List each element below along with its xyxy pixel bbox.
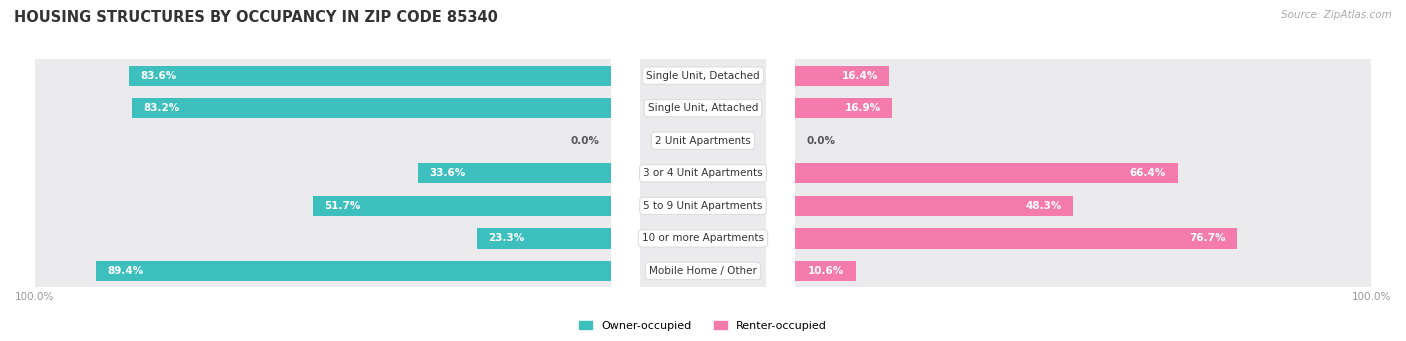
Bar [35, 92, 612, 124]
Bar [96, 261, 612, 281]
Bar [132, 98, 612, 118]
Text: 0.0%: 0.0% [806, 136, 835, 146]
Text: Single Unit, Detached: Single Unit, Detached [647, 71, 759, 80]
Text: Source: ZipAtlas.com: Source: ZipAtlas.com [1281, 10, 1392, 20]
Text: 5 to 9 Unit Apartments: 5 to 9 Unit Apartments [644, 201, 762, 211]
Text: 76.7%: 76.7% [1189, 234, 1226, 243]
Bar [35, 59, 612, 92]
Bar [794, 261, 856, 281]
Text: 0.0%: 0.0% [571, 136, 600, 146]
Text: Mobile Home / Other: Mobile Home / Other [650, 266, 756, 276]
Bar [640, 124, 766, 157]
Text: 16.9%: 16.9% [845, 103, 880, 113]
Bar [794, 222, 1371, 255]
Legend: Owner-occupied, Renter-occupied: Owner-occupied, Renter-occupied [575, 316, 831, 336]
Text: 66.4%: 66.4% [1129, 168, 1166, 178]
Bar [35, 157, 612, 190]
Text: 48.3%: 48.3% [1025, 201, 1062, 211]
Bar [640, 255, 766, 287]
Bar [794, 98, 893, 118]
Bar [794, 228, 1237, 249]
Bar [640, 157, 766, 190]
Bar [314, 196, 612, 216]
Bar [640, 222, 766, 255]
Text: 2 Unit Apartments: 2 Unit Apartments [655, 136, 751, 146]
Text: 83.6%: 83.6% [141, 71, 177, 80]
Bar [794, 157, 1371, 190]
Text: 23.3%: 23.3% [488, 234, 524, 243]
Text: 33.6%: 33.6% [429, 168, 465, 178]
Bar [640, 190, 766, 222]
Bar [477, 228, 612, 249]
Text: 83.2%: 83.2% [143, 103, 180, 113]
Bar [129, 65, 612, 86]
Text: 10.6%: 10.6% [808, 266, 845, 276]
Bar [794, 59, 1371, 92]
Text: 16.4%: 16.4% [841, 71, 877, 80]
Bar [794, 124, 1371, 157]
Text: Single Unit, Attached: Single Unit, Attached [648, 103, 758, 113]
Bar [794, 65, 890, 86]
Text: 89.4%: 89.4% [107, 266, 143, 276]
Bar [794, 163, 1178, 183]
Bar [794, 255, 1371, 287]
Bar [35, 222, 612, 255]
Bar [794, 92, 1371, 124]
Bar [640, 59, 766, 92]
Text: 3 or 4 Unit Apartments: 3 or 4 Unit Apartments [643, 168, 763, 178]
Bar [794, 196, 1073, 216]
Bar [35, 190, 612, 222]
Bar [794, 190, 1371, 222]
Bar [640, 92, 766, 124]
Text: 51.7%: 51.7% [325, 201, 361, 211]
Bar [35, 255, 612, 287]
Text: 10 or more Apartments: 10 or more Apartments [643, 234, 763, 243]
Bar [35, 124, 612, 157]
Text: HOUSING STRUCTURES BY OCCUPANCY IN ZIP CODE 85340: HOUSING STRUCTURES BY OCCUPANCY IN ZIP C… [14, 10, 498, 25]
Bar [418, 163, 612, 183]
